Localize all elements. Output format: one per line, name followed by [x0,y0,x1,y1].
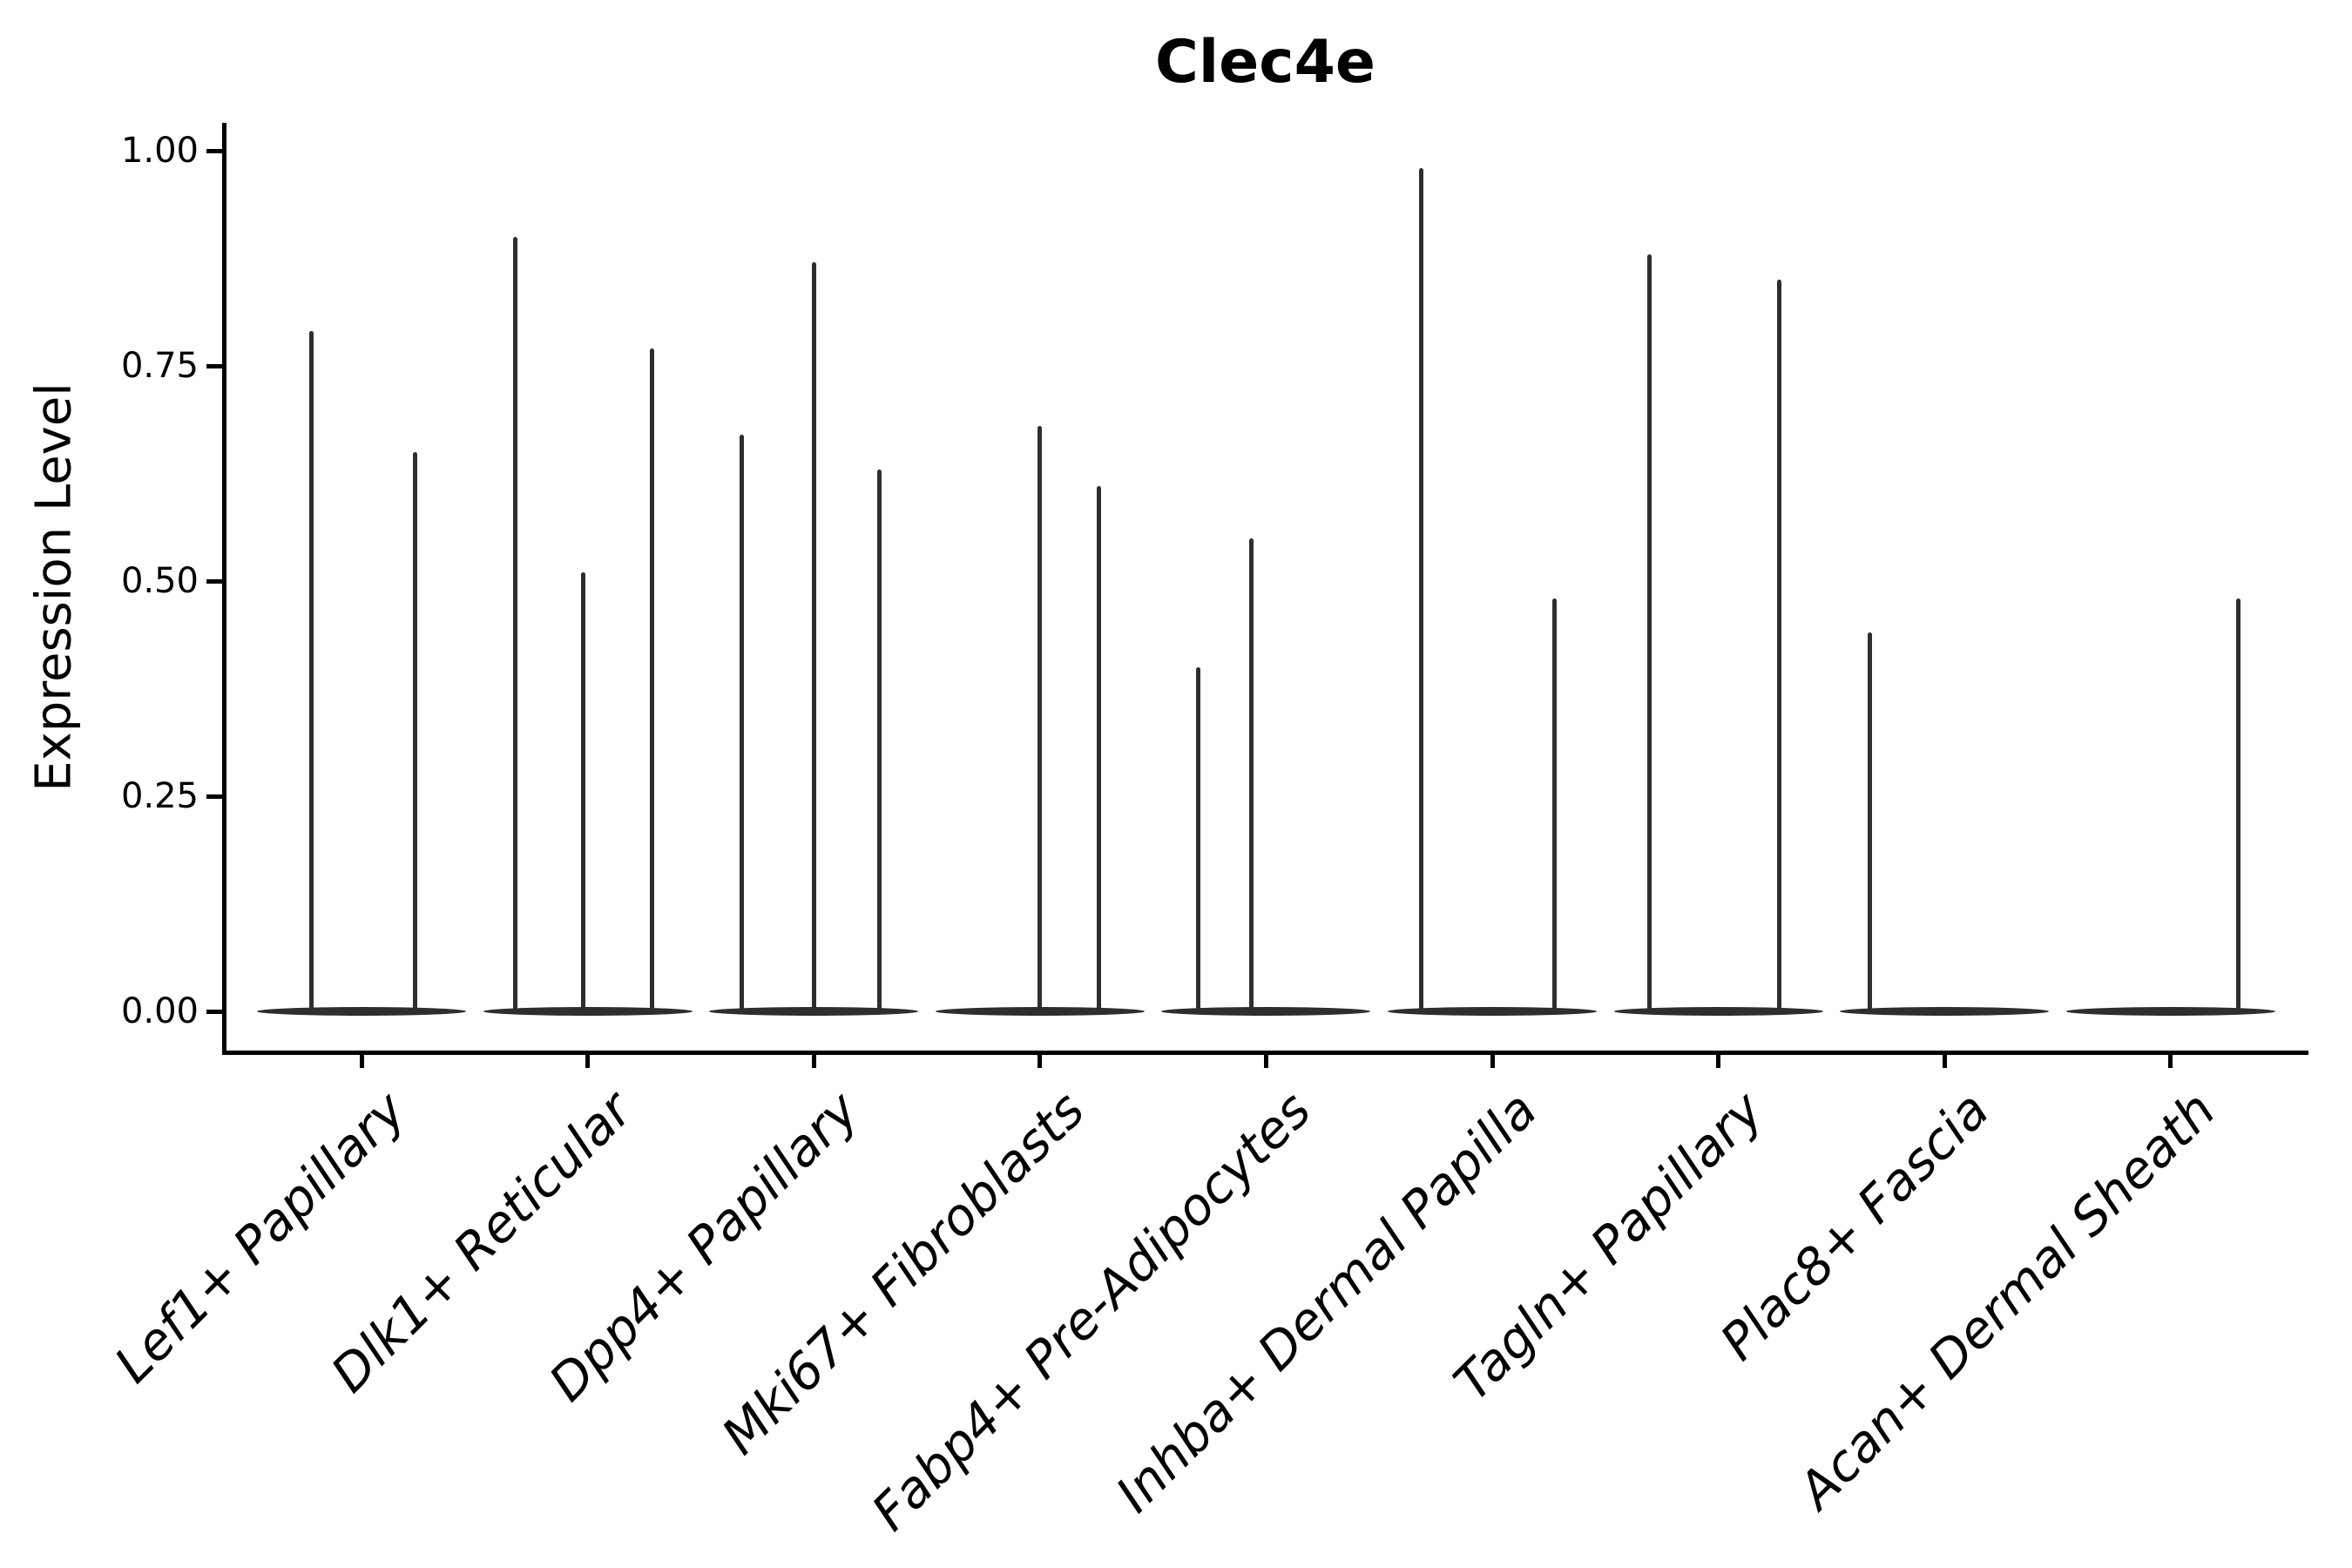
violin-base [1161,1007,1371,1016]
x-tick-label: Inhba+ Dermal Papilla [1104,1080,1549,1524]
x-tick-label: Mki67+ Fibroblasts [710,1080,1096,1466]
x-axis-spine [222,1051,2308,1055]
y-axis-spine [222,123,226,1055]
violin-spike [2236,598,2241,1014]
y-tick-mark [206,364,222,368]
y-tick-mark [206,149,222,153]
y-tick-label: 0.50 [120,561,199,601]
y-tick-label: 1.00 [120,131,199,171]
violin-base [483,1007,693,1016]
violin-spike [412,451,417,1014]
violin-spike [811,262,816,1014]
y-tick-label: 0.25 [120,776,199,816]
violin-spike [739,435,744,1014]
violin-spike [1037,426,1043,1014]
violin-base [1840,1007,2050,1016]
x-tick-mark [1263,1055,1268,1068]
violin-spike [1868,632,1873,1014]
y-tick-mark [206,1010,222,1014]
x-tick-mark [811,1055,816,1068]
y-tick-mark [206,794,222,799]
y-tick-mark [206,579,222,584]
x-tick-mark [1490,1055,1495,1068]
x-tick-mark [1942,1055,1947,1068]
violin-spike [580,572,585,1014]
chart-title: Clec4e [1154,28,1376,97]
violin-base [257,1007,466,1016]
violin-spike [1249,537,1254,1014]
x-tick-mark [359,1055,364,1068]
x-tick-mark [2168,1055,2173,1068]
violin-spike [1418,167,1423,1014]
violin-base [2065,1007,2275,1016]
x-tick-label: Acan+ Dermal Sheath [1787,1080,2227,1520]
y-tick-label: 0.00 [120,991,199,1031]
violin-spike [1551,598,1557,1014]
violin-spike [309,331,314,1014]
x-tick-mark [585,1055,591,1068]
violin-spike [650,348,655,1014]
violin-spike [1096,486,1101,1014]
violin-base [1613,1007,1823,1016]
y-tick-label: 0.75 [120,346,199,386]
x-tick-mark [1716,1055,1721,1068]
x-tick-label: Fabp4+ Pre-Adipocytes [860,1080,1322,1543]
violin-base [1388,1007,1597,1016]
violin-spike [876,469,882,1014]
violin-spike [1196,666,1201,1014]
x-tick-mark [1037,1055,1043,1068]
violin-spike [513,236,518,1014]
violin-spike [1646,253,1652,1014]
violin-spike [1777,280,1782,1014]
